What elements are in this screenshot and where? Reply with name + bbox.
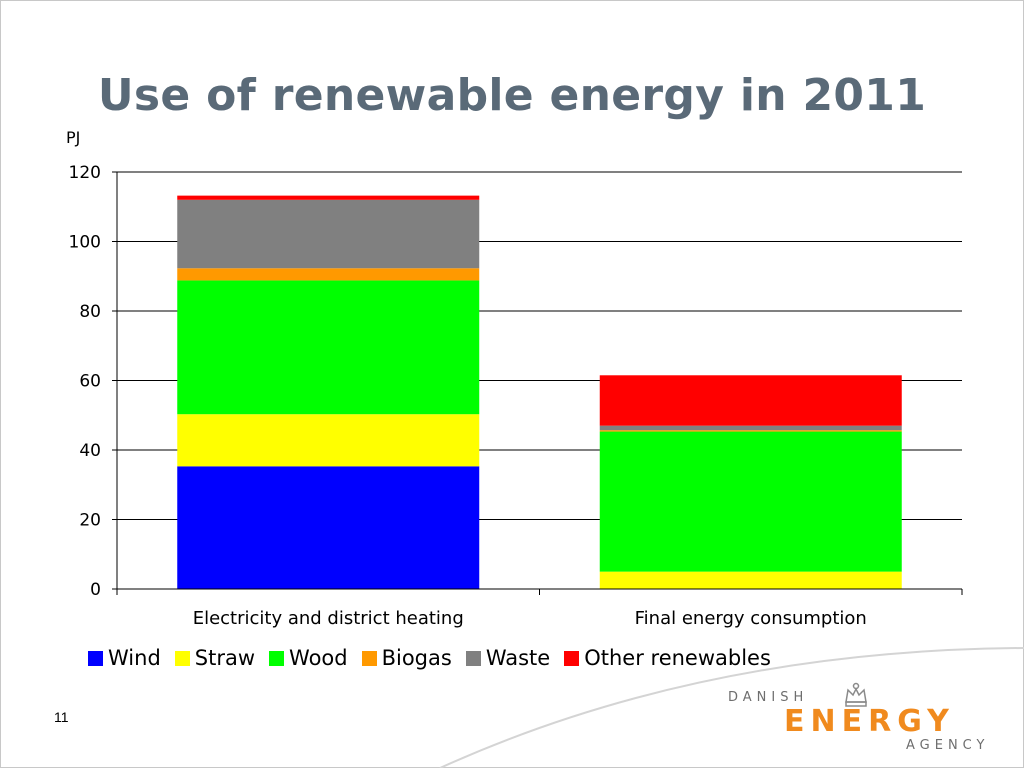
x-category-label: Electricity and district heating	[193, 608, 464, 629]
y-tick-label: 100	[69, 233, 101, 253]
y-axis-unit-label: PJ	[66, 128, 81, 147]
legend-swatch	[465, 650, 481, 666]
legend-item: Biogas	[361, 646, 452, 670]
stacked-bar-chart: 0 20 40 60 80 100 120 Electricity and district …	[69, 163, 963, 629]
y-tick-label: 60	[79, 372, 101, 392]
axis-labels: 0 20 40 60 80 100 120 Electricity and district …	[69, 163, 867, 629]
axes	[112, 171, 963, 595]
bar-segment-biogas	[177, 268, 480, 281]
legend-label: Wind	[108, 646, 161, 670]
legend-item: Other renewables	[564, 646, 771, 670]
y-tick-label: 40	[79, 441, 101, 461]
crown-icon	[845, 682, 867, 707]
bar-segment-wood	[177, 280, 480, 415]
bar-segment-waste	[599, 425, 902, 431]
legend-label: Other renewables	[584, 646, 771, 670]
legend-label: Straw	[194, 646, 256, 670]
legend-item: Wind	[88, 646, 161, 670]
page-number: 11	[54, 709, 69, 725]
bar-segment-wood	[599, 431, 902, 572]
bar-segment-other-renewables	[599, 375, 902, 426]
logo-text-energy: ENERGY	[784, 704, 955, 739]
bars	[177, 195, 902, 589]
chart-legend: Wind Straw Wood Biogas Waste Other renewables	[88, 646, 785, 670]
y-tick-label: 120	[69, 163, 101, 183]
bar-segment-biogas	[599, 430, 902, 432]
legend-item: Wood	[269, 646, 348, 670]
bar-segment-waste	[177, 199, 480, 269]
bar-segment-straw	[177, 414, 480, 467]
legend-item: Straw	[174, 646, 256, 670]
y-tick-label: 0	[90, 580, 101, 600]
legend-label: Waste	[485, 646, 551, 670]
bar-segment-other-renewables	[177, 195, 480, 200]
x-category-label: Final energy consumption	[635, 608, 867, 629]
legend-label: Wood	[289, 646, 348, 670]
bar-segment-straw	[599, 571, 902, 589]
logo-text-danish: DANISH	[728, 690, 809, 705]
legend-swatch	[174, 650, 190, 666]
logo-text-agency: AGENCY	[906, 738, 990, 753]
bar-segment-wind	[177, 466, 480, 589]
y-tick-label: 80	[79, 302, 101, 322]
legend-label: Biogas	[381, 646, 452, 670]
legend-item: Waste	[465, 646, 551, 670]
legend-swatch	[361, 650, 377, 666]
legend-swatch	[269, 650, 285, 666]
y-tick-label: 20	[79, 511, 101, 531]
legend-swatch	[88, 650, 103, 666]
legend-swatch	[564, 650, 580, 666]
slide-title: Use of renewable energy in 2011	[97, 70, 927, 121]
danish-energy-agency-logo: DANISH ENERGY AGENCY	[700, 682, 1010, 762]
